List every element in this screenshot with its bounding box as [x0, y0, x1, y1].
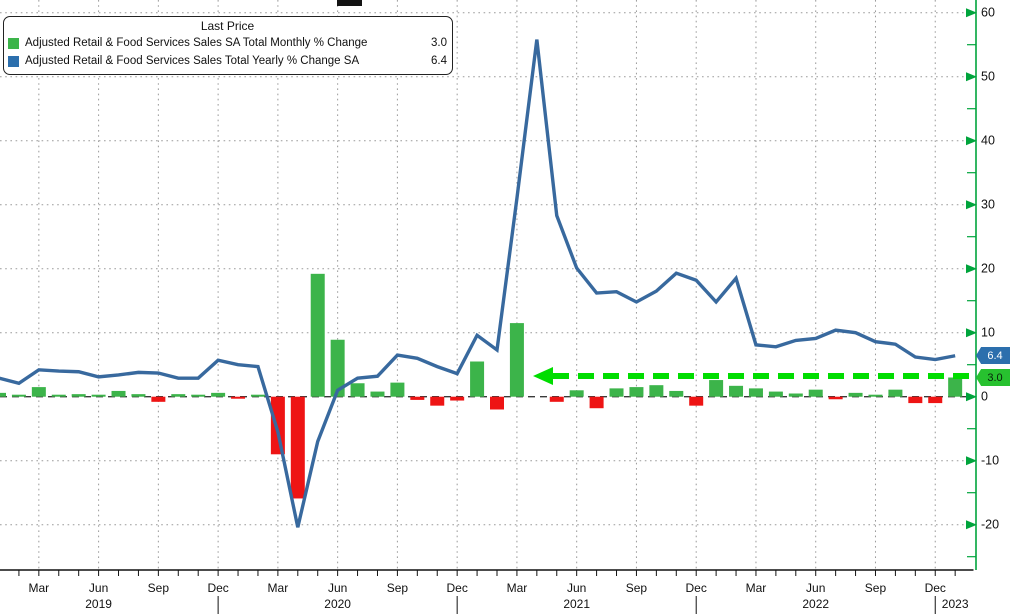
svg-text:Jun: Jun: [89, 581, 108, 595]
svg-text:20: 20: [981, 262, 995, 276]
svg-text:Dec: Dec: [925, 581, 946, 595]
svg-text:Sep: Sep: [148, 581, 170, 595]
svg-text:Dec: Dec: [446, 581, 467, 595]
svg-text:Mar: Mar: [507, 581, 528, 595]
arrow-head-icon: [533, 367, 553, 385]
legend-label-yearly: Adjusted Retail & Food Services Sales To…: [25, 55, 360, 67]
svg-text:2022: 2022: [802, 597, 829, 611]
monthly-change-bars: [0, 273, 963, 499]
monthly-series-swatch-icon: [8, 37, 19, 49]
window-edge-artifact: [337, 0, 362, 6]
svg-text:Dec: Dec: [207, 581, 228, 595]
svg-text:10: 10: [981, 326, 995, 340]
svg-text:Jun: Jun: [567, 581, 586, 595]
yearly-change-line: [0, 39, 956, 528]
svg-text:Jun: Jun: [328, 581, 347, 595]
svg-text:30: 30: [981, 198, 995, 212]
svg-text:Mar: Mar: [29, 581, 50, 595]
svg-text:-10: -10: [981, 454, 999, 468]
svg-text:Jun: Jun: [806, 581, 825, 595]
svg-text:50: 50: [981, 70, 995, 84]
legend-title: Last Price: [200, 19, 255, 33]
svg-text:Sep: Sep: [387, 581, 409, 595]
svg-text:0: 0: [981, 390, 988, 404]
svg-text:Mar: Mar: [268, 581, 289, 595]
legend-value-monthly: 3.0: [431, 37, 447, 49]
svg-text:40: 40: [981, 134, 995, 148]
svg-text:2020: 2020: [324, 597, 351, 611]
svg-text:-20: -20: [981, 518, 999, 532]
svg-text:Mar: Mar: [746, 581, 767, 595]
legend-value-yearly: 6.4: [431, 55, 447, 67]
last-price-tag-yearly: 6.4: [976, 347, 1010, 364]
svg-text:Dec: Dec: [686, 581, 707, 595]
svg-text:2019: 2019: [85, 597, 112, 611]
svg-text:2021: 2021: [563, 597, 590, 611]
legend-row-monthly: Adjusted Retail & Food Services Sales SA…: [8, 34, 447, 52]
legend-row-yearly: Adjusted Retail & Food Services Sales To…: [8, 52, 447, 70]
chart-legend: Last Price Adjusted Retail & Food Servic…: [3, 16, 453, 75]
last-price-tag-monthly: 3.0: [976, 369, 1010, 386]
svg-text:60: 60: [981, 6, 995, 20]
svg-text:2023: 2023: [942, 597, 969, 611]
yearly-series-swatch-icon: [8, 55, 19, 67]
svg-text:Sep: Sep: [626, 581, 648, 595]
legend-label-monthly: Adjusted Retail & Food Services Sales SA…: [25, 37, 368, 49]
svg-text:Sep: Sep: [865, 581, 887, 595]
